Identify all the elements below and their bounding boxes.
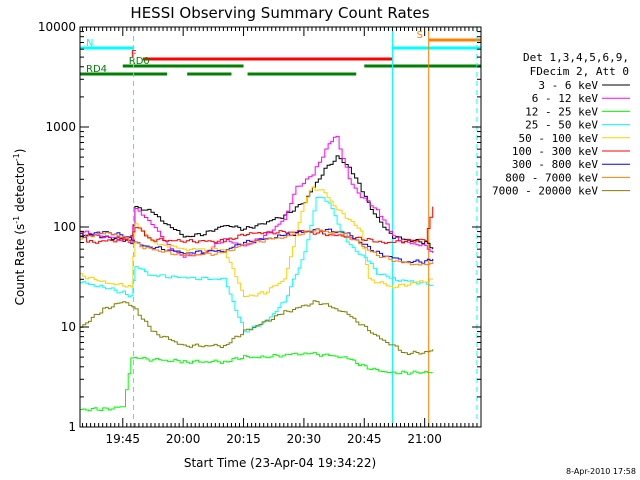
legend-entry: 12 - 25 keV xyxy=(525,105,598,118)
x-tick-label: 20:30 xyxy=(287,432,322,446)
x-axis-label: Start Time (23-Apr-04 19:34:22) xyxy=(184,456,376,470)
y-tick-label: 10000 xyxy=(38,20,76,34)
series-line xyxy=(80,300,434,355)
legend: Det 1,3,4,5,6,9, FDecim 2, Att 0 3 - 6 k… xyxy=(492,51,630,198)
series-line xyxy=(80,206,434,244)
vertical-markers xyxy=(79,27,478,427)
legend-header-2: FDecim 2, Att 0 xyxy=(530,65,629,78)
legend-entry: 3 - 6 keV xyxy=(538,79,598,92)
x-axis: 19:45 20:00 20:15 20:30 20:45 21:00 xyxy=(82,27,482,446)
series-line xyxy=(80,228,434,266)
legend-entry: 800 - 7000 keV xyxy=(505,171,598,184)
x-tick-label: 21:00 xyxy=(407,432,442,446)
legend-entry: 6 - 12 keV xyxy=(532,92,599,105)
flag-bars: NFSRD0RD4 xyxy=(80,30,481,76)
legend-entry: 25 - 50 keV xyxy=(525,119,598,132)
legend-entry: 100 - 300 keV xyxy=(512,145,598,158)
legend-entry: 300 - 800 keV xyxy=(512,158,598,171)
x-tick-label: 20:00 xyxy=(166,432,201,446)
series-layer xyxy=(80,135,434,412)
legend-header-1: Det 1,3,4,5,6,9, xyxy=(523,51,629,64)
flag-label-n: N xyxy=(86,38,93,49)
flag-label-rd0: RD0 xyxy=(129,56,150,67)
legend-entry: 50 - 100 keV xyxy=(519,132,599,145)
y-tick-label: 1 xyxy=(68,420,76,434)
legend-entry: 7000 - 20000 keV xyxy=(492,185,598,198)
date-stamp: 8-Apr-2010 17:58 xyxy=(566,467,636,476)
flag-label-s: S xyxy=(417,30,423,41)
y-axis-label: Count Rate (s-1 detector-1) xyxy=(12,149,27,306)
x-tick-label: 19:45 xyxy=(105,432,140,446)
y-tick-label: 1000 xyxy=(45,120,76,134)
y-tick-label: 100 xyxy=(53,220,76,234)
x-tick-label: 20:45 xyxy=(347,432,382,446)
plot-frame xyxy=(79,26,482,428)
series-line xyxy=(80,196,434,333)
series-line xyxy=(80,135,434,258)
x-tick-label: 20:15 xyxy=(226,432,261,446)
y-tick-label: 10 xyxy=(61,320,76,334)
y-axis: 1 10 100 1000 10000 xyxy=(38,20,481,434)
series-line xyxy=(80,186,434,297)
chart-title: HESSI Observing Summary Count Rates xyxy=(130,4,429,22)
flag-label-rd4: RD4 xyxy=(86,64,107,75)
series-line xyxy=(80,351,433,412)
